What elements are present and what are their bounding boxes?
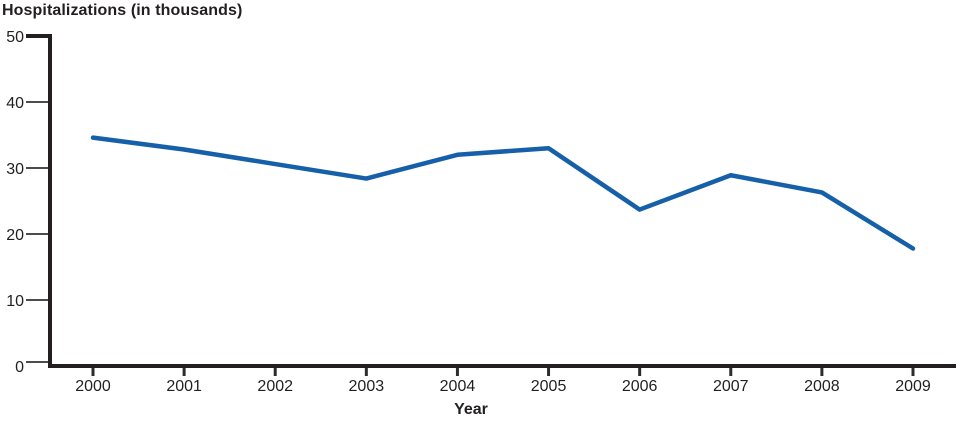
- y-tick-label: 10: [6, 293, 24, 310]
- x-tick-label: 2003: [349, 378, 385, 395]
- x-tick-label: 2006: [622, 378, 658, 395]
- y-tick-label: 30: [6, 161, 24, 178]
- y-tick-label: 0: [15, 359, 24, 376]
- y-tick-label: 20: [6, 227, 24, 244]
- data-line: [90, 135, 916, 251]
- x-tick-label: 2009: [895, 378, 931, 395]
- x-tick-label: 2001: [166, 378, 202, 395]
- x-tick-label: 2004: [440, 378, 476, 395]
- y-tick-label: 40: [6, 95, 24, 112]
- x-tick-label: 2005: [531, 378, 567, 395]
- x-tick-label: 2008: [804, 378, 840, 395]
- x-tick-label: 2000: [75, 378, 111, 395]
- axes: [26, 34, 956, 368]
- x-tick-label: 2007: [713, 378, 749, 395]
- y-tick-label: 50: [6, 29, 24, 46]
- x-axis-label: Year: [454, 401, 488, 418]
- x-tick-label: 2002: [257, 378, 293, 395]
- chart-title: Hospitalizations (in thousands): [2, 2, 243, 19]
